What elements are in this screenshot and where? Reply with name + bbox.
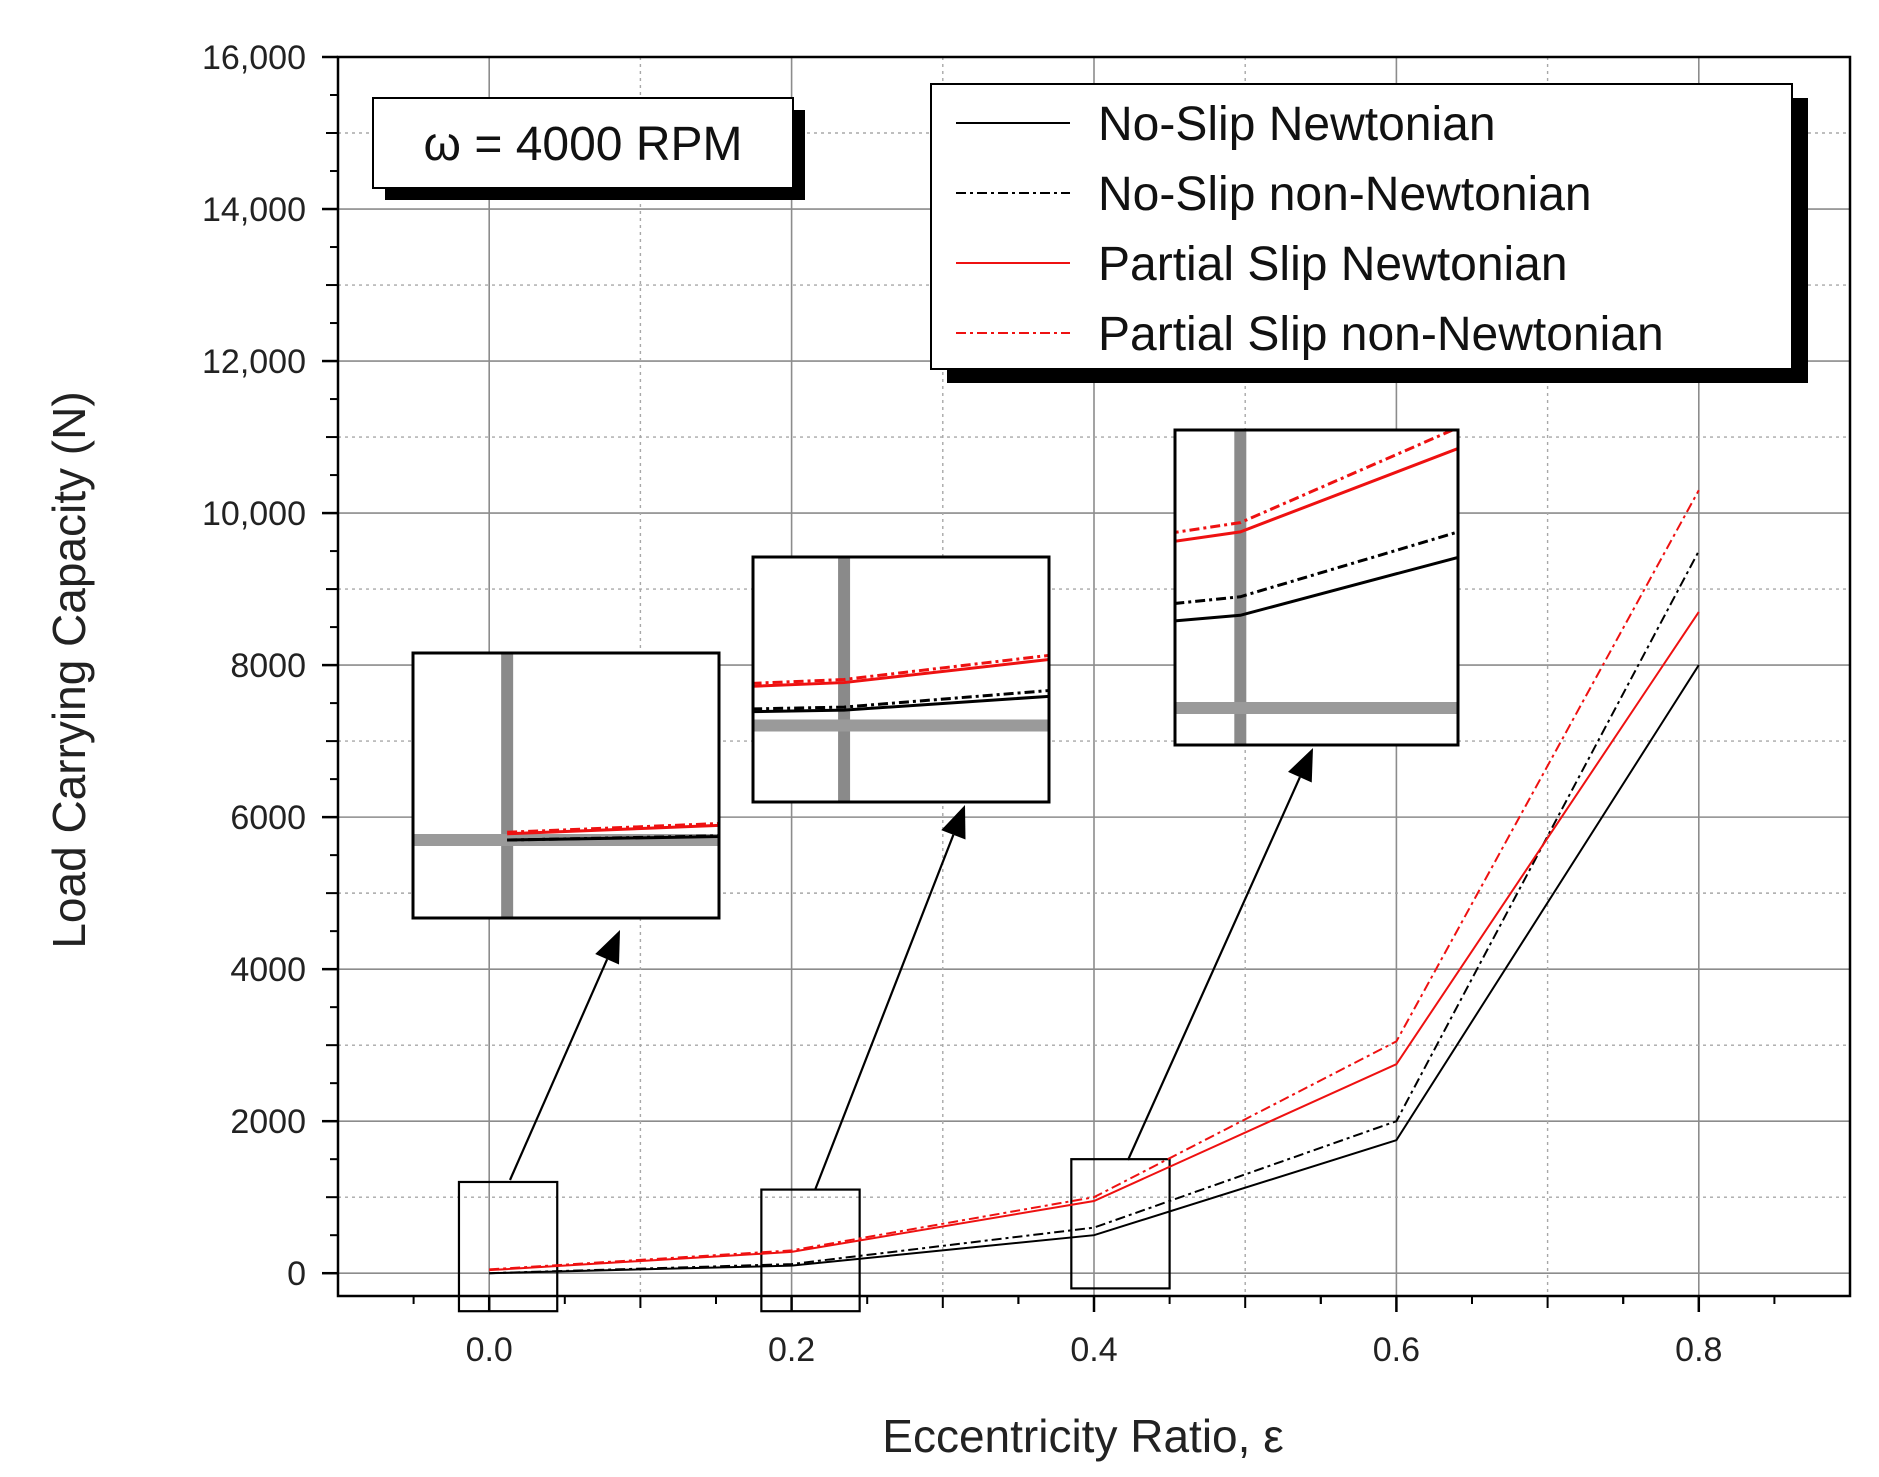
minor-ticks [326, 94, 1776, 1308]
inset-background [1175, 430, 1458, 745]
x-tick-label: 0.4 [1070, 1331, 1117, 1369]
inset-arrow-line [1126, 776, 1301, 1161]
legend-box [930, 83, 1793, 370]
legend-label: Partial Slip Newtonian [1098, 238, 1568, 291]
legend-label: No-Slip non-Newtonian [1098, 168, 1592, 221]
inset-content [413, 653, 719, 918]
y-tick-label: 12,000 [202, 343, 306, 381]
inset-panel [751, 555, 1051, 1191]
inset-arrow-head [1288, 748, 1313, 783]
plot-frame [322, 55, 1852, 1312]
inset-panel [411, 651, 721, 1181]
zoom-region-box [760, 1188, 861, 1313]
legend-label: Partial Slip non-Newtonian [1098, 308, 1664, 361]
insets [411, 428, 1460, 1191]
zoom-boxes [457, 1158, 1171, 1313]
y-tick-label: 14,000 [202, 191, 306, 229]
inset-content [1175, 430, 1458, 745]
y-axis-title: Load Carrying Capacity (N) [43, 391, 95, 948]
x-tick-label: 0.2 [768, 1331, 815, 1369]
inset-arrow-head [595, 930, 620, 965]
series-layer [489, 489, 1700, 1275]
x-tick-label: 0.8 [1675, 1331, 1722, 1369]
series-line [489, 550, 1700, 1275]
series-line [489, 611, 1700, 1272]
x-tick-label: 0.6 [1373, 1331, 1420, 1369]
rpm-annotation-box [372, 97, 794, 189]
inset-border [1173, 428, 1460, 747]
zoom-region-box [457, 1180, 559, 1313]
tick-labels: 0.0 0.2 0.4 0.6 0.8 0 2000 4000 6000 8000 10,000 12… [202, 39, 1722, 1369]
inset-series-line [1175, 430, 1457, 534]
y-tick-label: 6000 [230, 799, 306, 837]
series-line [489, 664, 1700, 1275]
inset-panel [1126, 428, 1460, 1161]
inset-series-line [1175, 530, 1458, 605]
y-tick-label: 0 [287, 1255, 306, 1293]
inset-series-line [1175, 446, 1458, 543]
y-tick-label: 2000 [230, 1103, 306, 1141]
inset-content [753, 557, 1049, 802]
legend: No-Slip Newtonian No-Slip non-Newtonian Pa… [930, 83, 1808, 383]
inset-border [751, 555, 1051, 804]
y-tick-label: 16,000 [202, 39, 306, 77]
zoom-region-box [1070, 1158, 1171, 1290]
x-axis-title: Eccentricity Ratio, ε [882, 1410, 1283, 1462]
y-tick-label: 8000 [230, 647, 306, 685]
legend-label: No-Slip Newtonian [1098, 98, 1496, 151]
y-tick-label: 10,000 [202, 495, 306, 533]
x-tick-label: 0.0 [466, 1331, 513, 1369]
inset-arrow-head [941, 805, 966, 840]
inset-arrow-line [508, 958, 609, 1181]
series-line [489, 489, 1700, 1271]
inset-arrow-line [813, 834, 955, 1191]
inset-series-line [1175, 555, 1458, 623]
inset-border [411, 651, 721, 920]
rpm-annotation: ω = 4000 RPM [372, 97, 805, 200]
inset-background [413, 653, 719, 918]
rpm-annotation-text: ω = 4000 RPM [424, 118, 743, 171]
y-tick-label: 4000 [230, 951, 306, 989]
inset-background [753, 557, 1049, 802]
